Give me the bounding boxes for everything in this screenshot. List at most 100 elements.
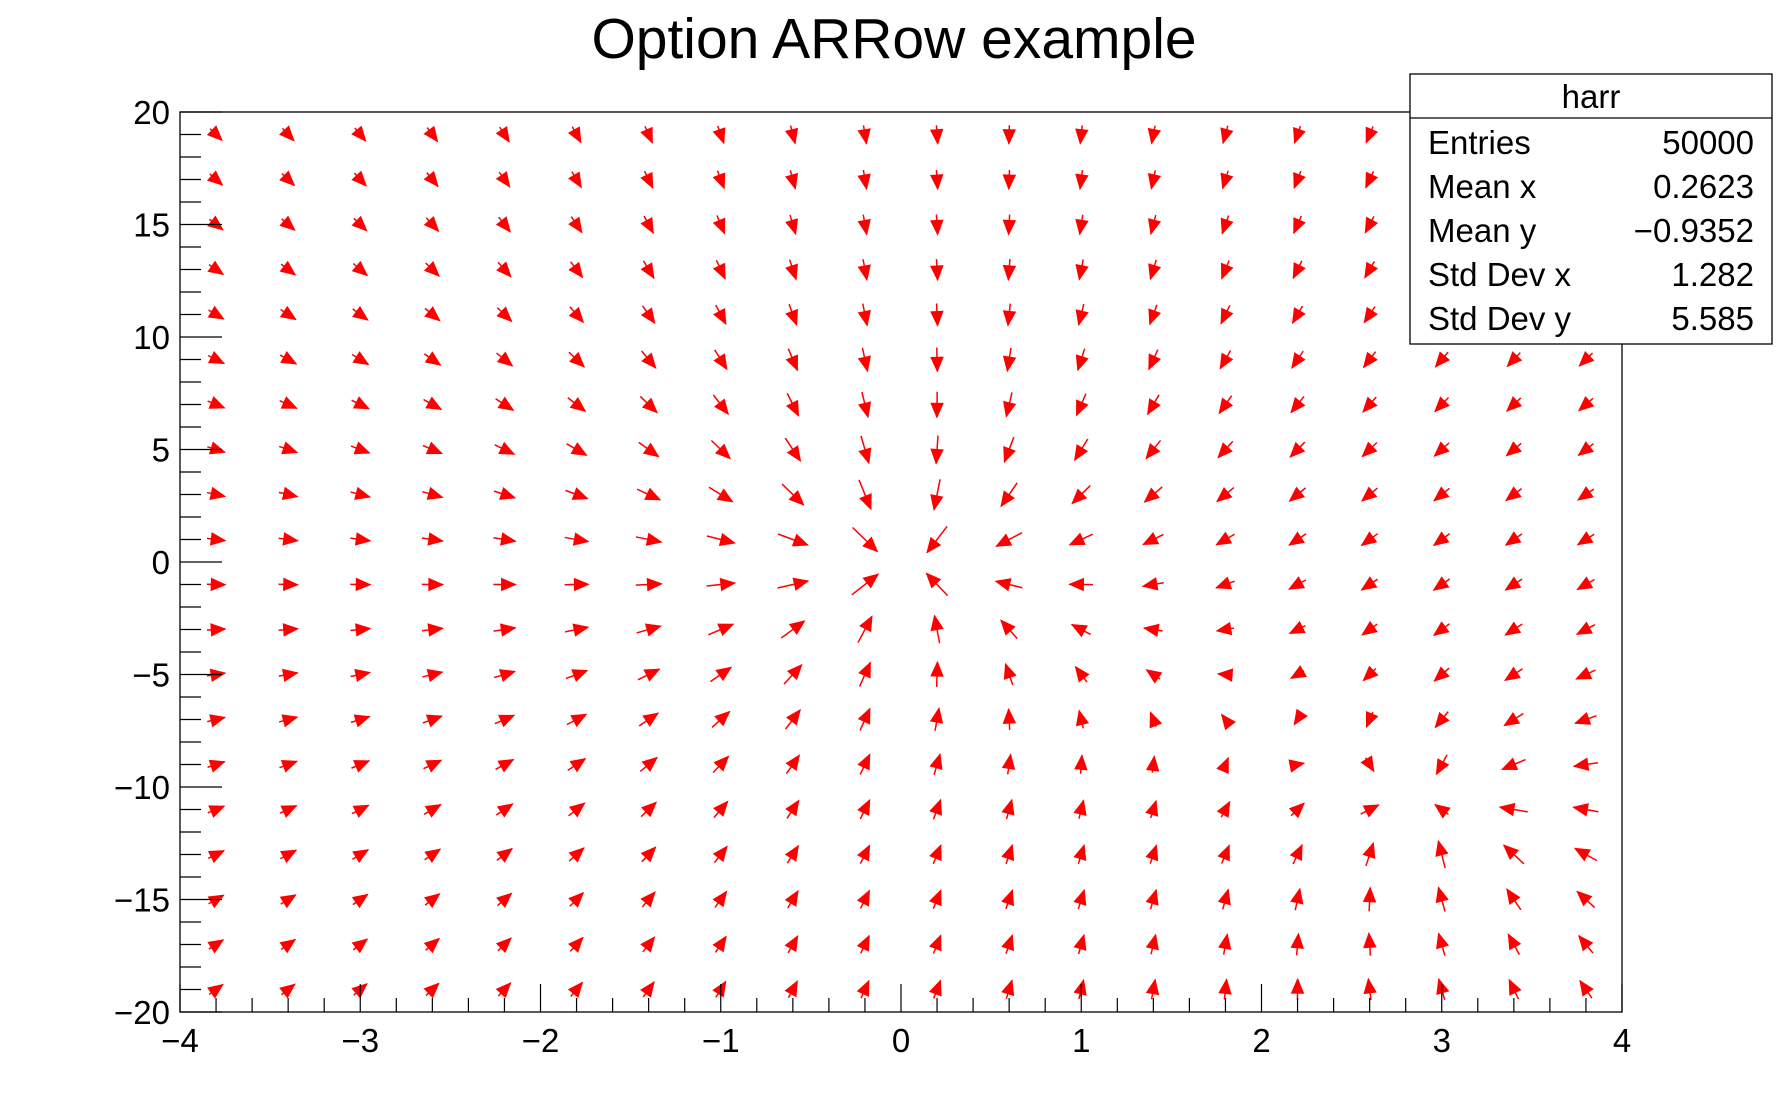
stats-value: 1.282 <box>1671 256 1754 293</box>
arrow-head <box>567 126 582 144</box>
arrow-head <box>353 441 371 455</box>
arrow-head <box>1288 620 1306 634</box>
arrow-head <box>1360 531 1378 547</box>
arrow-head <box>785 308 799 327</box>
arrow-head <box>1362 351 1378 369</box>
arrow-head <box>1578 934 1594 952</box>
arrow-head <box>1288 802 1305 819</box>
y-tick-label: 15 <box>133 207 170 244</box>
arrow-head <box>857 798 871 816</box>
arrow-head <box>496 306 513 323</box>
arrow-head <box>1000 490 1015 508</box>
stats-value: 50000 <box>1662 124 1754 161</box>
arrow-head <box>1218 933 1232 950</box>
arrow-head <box>1147 218 1162 236</box>
arrow-head <box>1364 216 1379 234</box>
arrow-head <box>427 623 444 637</box>
arrow-head <box>497 758 515 773</box>
y-tick-label: 20 <box>133 94 170 131</box>
arrow-head <box>496 847 514 863</box>
arrow-head <box>857 355 872 373</box>
arrow-head <box>715 666 733 682</box>
arrow-head <box>1145 933 1159 951</box>
arrow-head <box>642 442 660 458</box>
stats-box: harr Entries 50000 Mean x 0.2623 Mean y −0.935… <box>1409 73 1773 345</box>
stats-label: Mean x <box>1428 168 1537 205</box>
arrow-head <box>1148 353 1162 371</box>
arrow-head <box>1001 934 1015 952</box>
arrow-head <box>206 170 224 186</box>
arrow-head <box>856 844 871 862</box>
arrow-head <box>929 843 942 862</box>
arrow-head <box>856 934 870 952</box>
arrow-head <box>858 661 871 679</box>
arrow-head <box>859 493 872 511</box>
arrow-head <box>1360 486 1378 502</box>
arrow-head <box>568 261 584 279</box>
arrow-head <box>930 660 944 677</box>
arrow-head <box>1363 977 1377 995</box>
arrow-head <box>640 307 656 325</box>
arrow-head <box>1502 844 1520 861</box>
arrow-head <box>1143 487 1160 503</box>
arrow-head <box>716 488 734 503</box>
arrow-head <box>1363 932 1377 949</box>
arrow-head <box>640 936 656 953</box>
arrow-head <box>423 982 440 999</box>
arrow-head <box>1220 127 1234 145</box>
arrow-head <box>1503 712 1521 727</box>
arrow-head <box>426 486 444 500</box>
arrow-head <box>1145 442 1161 460</box>
arrow-head <box>1075 709 1090 727</box>
arrow-head <box>571 487 589 500</box>
arrow-head <box>282 623 299 637</box>
arrow-head <box>1145 669 1163 684</box>
arrow-head <box>1433 666 1450 682</box>
y-tick-label: 5 <box>152 432 170 469</box>
arrow-head <box>495 216 511 233</box>
arrow-head <box>1074 444 1089 462</box>
arrow-head <box>1148 308 1162 326</box>
y-tick-label: 0 <box>152 544 170 581</box>
arrow-head <box>930 219 944 236</box>
arrow-head <box>1573 847 1591 862</box>
arrow-head <box>930 265 944 282</box>
arrow-head <box>1498 802 1516 817</box>
arrow-head <box>206 125 223 142</box>
arrow-head <box>279 894 297 909</box>
arrow-head <box>207 894 225 909</box>
arrow-head <box>1289 665 1307 679</box>
arrow-head <box>283 577 299 592</box>
arrow-head <box>1360 755 1375 773</box>
arrow-head <box>784 127 799 145</box>
arrow-head <box>1075 218 1089 236</box>
arrow-head <box>713 800 729 817</box>
arrow-head <box>497 396 515 411</box>
arrow-head <box>862 536 879 553</box>
arrow-head <box>1073 888 1087 906</box>
x-tick-label: 4 <box>1613 1022 1631 1059</box>
arrow-head <box>930 494 944 511</box>
arrow-head <box>785 799 800 817</box>
arrow-head <box>788 620 806 635</box>
arrow-head <box>1068 532 1086 546</box>
arrow-head <box>281 486 299 500</box>
arrow-head <box>1002 310 1017 327</box>
arrow-head <box>928 979 942 997</box>
arrow-head <box>1505 486 1522 502</box>
arrow-head <box>1572 803 1589 817</box>
arrow-head <box>355 623 372 637</box>
arrow-head <box>1504 531 1522 546</box>
arrow-head <box>568 847 585 863</box>
arrow-head <box>1361 441 1378 458</box>
arrow-head <box>1288 576 1306 590</box>
arrow-head <box>351 983 368 999</box>
plot-frame <box>179 111 1623 1013</box>
arrow-head <box>424 351 442 366</box>
arrow-head <box>354 486 372 500</box>
arrow-head <box>857 753 871 771</box>
arrow-head <box>930 614 944 632</box>
arrow-head <box>1220 262 1234 280</box>
y-tick-label: −10 <box>114 769 170 806</box>
arrow-head <box>640 217 654 235</box>
